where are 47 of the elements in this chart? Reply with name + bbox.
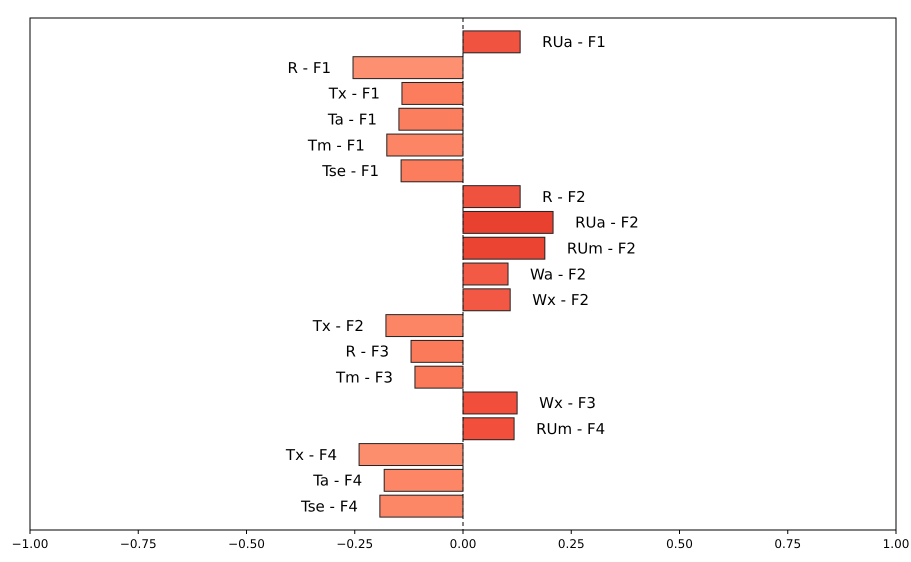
y-tick-label: Ta - F1 (326, 110, 377, 128)
y-tick-label: Tm - F1 (306, 136, 365, 154)
bar (386, 134, 464, 156)
bar (462, 30, 521, 54)
bar (385, 314, 464, 338)
y-tick-label: RUm - F4 (536, 420, 606, 438)
bar (400, 159, 464, 182)
y-tick-label: R - F2 (542, 188, 586, 206)
bar (462, 417, 515, 440)
bar (462, 288, 511, 312)
y-tick-label: R - F3 (345, 342, 390, 361)
y-tick-label: RUa - F2 (575, 214, 639, 232)
y-tick-label: Tse - F1 (321, 162, 380, 180)
x-tick-label: −1.00 (12, 537, 48, 551)
x-tick-label: −0.50 (228, 537, 265, 551)
x-tick-label: 0.50 (666, 537, 693, 551)
y-tick-label: Tx - F4 (284, 446, 338, 464)
y-tick-label: Wx - F2 (532, 291, 590, 310)
bar (414, 366, 464, 389)
bar (398, 108, 464, 131)
x-tick-label: 0.25 (558, 537, 585, 551)
bar (462, 262, 509, 286)
y-tick-label: R - F1 (287, 58, 332, 77)
bar (462, 185, 521, 208)
bar (358, 443, 464, 466)
y-tick-label: Tx - F1 (328, 84, 380, 103)
y-tick-label: RUa - F1 (542, 33, 606, 52)
bar (462, 236, 546, 260)
x-tick-label: −0.25 (336, 537, 374, 551)
x-tick-label: 0.00 (450, 537, 476, 551)
y-tick-label: Wa - F2 (530, 265, 586, 284)
bar (462, 392, 518, 414)
y-tick-label: Tx - F2 (312, 316, 364, 335)
x-tick-label: −0.75 (120, 537, 157, 551)
bar (462, 210, 554, 234)
y-tick-label: Wx - F3 (539, 394, 596, 412)
x-tick-label: 1.00 (882, 537, 910, 551)
y-tick-label: Ta - F4 (312, 472, 362, 490)
bar (379, 494, 464, 518)
bar (352, 56, 464, 80)
bar (384, 468, 464, 492)
bar (401, 82, 464, 105)
bar (410, 340, 464, 363)
y-tick-label: RUm - F2 (566, 239, 636, 258)
x-tick-label: 0.75 (774, 537, 802, 551)
y-tick-label: Tse - F4 (300, 497, 358, 516)
y-tick-label: Tm - F3 (335, 368, 393, 386)
